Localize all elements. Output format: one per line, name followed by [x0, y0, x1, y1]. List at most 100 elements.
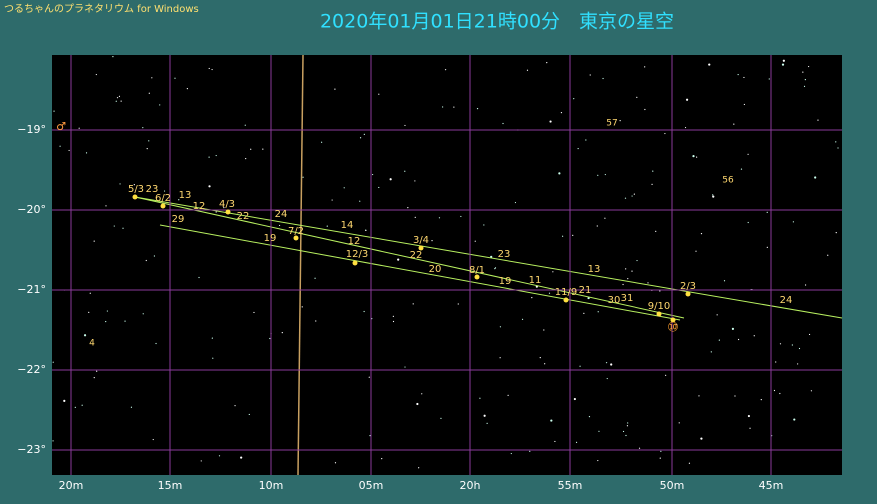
star: [431, 240, 433, 242]
meridian: [297, 54, 304, 476]
star: [359, 200, 361, 202]
star: [660, 450, 662, 452]
star: [808, 333, 811, 336]
date-label: 14: [341, 220, 354, 231]
star: [792, 221, 794, 223]
star: [737, 338, 740, 341]
star: [326, 225, 328, 227]
star: [626, 425, 629, 427]
star: [124, 320, 126, 322]
x-label: 20h: [460, 479, 481, 492]
star: [208, 156, 210, 158]
star: [625, 268, 627, 270]
star: [791, 344, 793, 346]
star: [588, 416, 591, 418]
star: [133, 184, 135, 186]
star: [712, 195, 715, 198]
star: [572, 234, 574, 236]
star: [174, 77, 176, 79]
star: [579, 365, 581, 367]
star: [779, 392, 781, 395]
star: [457, 303, 459, 305]
star: [692, 155, 695, 158]
star: [627, 278, 629, 280]
star-label: 57: [606, 119, 617, 129]
date-label: 6/2: [155, 193, 171, 204]
star: [118, 95, 121, 97]
star: [151, 77, 153, 79]
star: [753, 335, 755, 337]
star: [743, 76, 745, 79]
star: [779, 343, 782, 345]
star: [85, 152, 88, 154]
star: [652, 170, 654, 172]
star: [262, 148, 264, 150]
star: [597, 459, 599, 462]
star: [372, 173, 374, 176]
star: [122, 227, 124, 229]
date-label: 21: [579, 285, 592, 296]
star: [544, 363, 546, 365]
star: [700, 437, 703, 440]
star: [507, 394, 509, 396]
position-dot: [293, 235, 299, 241]
star: [244, 124, 246, 126]
star: [494, 267, 497, 269]
star: [146, 148, 148, 150]
star: [510, 452, 512, 455]
date-label: 13: [179, 190, 192, 201]
star: [211, 68, 213, 71]
star: [622, 283, 624, 286]
x-label: 55m: [558, 479, 583, 492]
star: [218, 455, 221, 457]
star: [88, 311, 90, 313]
star: [631, 270, 633, 272]
star: [803, 85, 806, 87]
y-label: −23°: [17, 443, 46, 456]
star: [651, 183, 653, 185]
star: [644, 108, 646, 111]
x-label: 45m: [759, 479, 784, 492]
star: [130, 406, 133, 408]
star: [404, 124, 406, 127]
star: [460, 215, 462, 218]
star: [215, 211, 217, 213]
star: [710, 351, 712, 353]
star: [835, 141, 837, 143]
star: [120, 100, 122, 102]
star: [814, 176, 817, 179]
star: [412, 303, 414, 305]
star: [659, 290, 661, 292]
star: [281, 332, 283, 334]
star: [479, 397, 481, 399]
star: [369, 435, 371, 437]
star: [148, 140, 150, 142]
star: [368, 376, 370, 378]
date-label: 19: [264, 233, 277, 244]
star: [573, 98, 575, 100]
position-dot: [418, 245, 424, 251]
star: [548, 292, 551, 294]
star: [416, 402, 419, 406]
star: [747, 153, 749, 155]
star: [421, 393, 423, 395]
date-label: 19: [499, 276, 512, 287]
star: [250, 148, 252, 150]
star: [52, 440, 54, 442]
star: [554, 440, 556, 443]
star: [105, 320, 107, 323]
star: [802, 71, 804, 73]
star: [483, 224, 485, 226]
star: [223, 207, 225, 209]
star: [52, 361, 54, 363]
star: [684, 126, 687, 129]
date-label: 9/10: [648, 301, 670, 312]
star: [775, 361, 777, 363]
star: [95, 73, 97, 76]
star: [731, 327, 735, 330]
star: [543, 329, 545, 331]
star: [577, 147, 579, 150]
star: [638, 447, 641, 449]
star: [155, 342, 157, 345]
